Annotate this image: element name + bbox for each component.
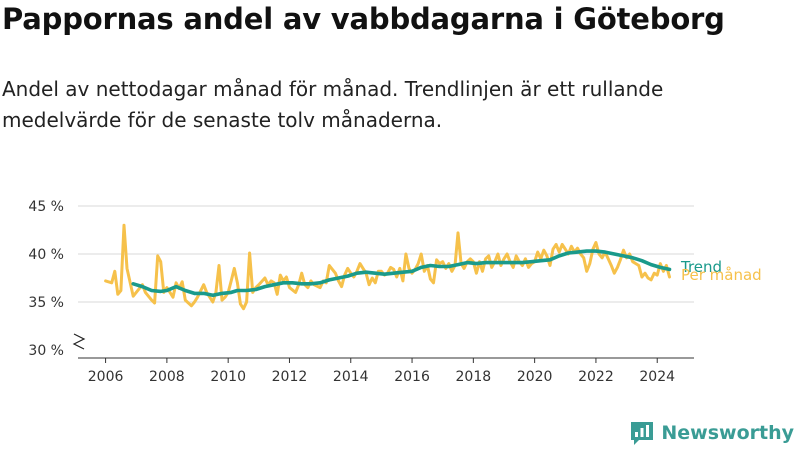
x-tick-label: 2006 — [88, 369, 124, 385]
y-tick-label: 40 % — [28, 247, 64, 263]
x-tick-label: 2020 — [517, 369, 553, 385]
y-tick-label: 45 % — [28, 199, 64, 215]
series-lines — [104, 223, 672, 311]
x-axis: 2006 2008 2010 2012 2014 2016 2018 2020 2022 2024 — [78, 357, 694, 385]
brand-name: Newsworthy — [661, 422, 794, 444]
x-tick-label: 2010 — [210, 369, 246, 385]
chart-subtitle: Andel av nettodagar månad för månad. Tre… — [2, 77, 664, 132]
bar-chart-logo-icon — [631, 422, 654, 445]
x-tick-label: 2024 — [639, 369, 675, 385]
x-tick-label: 2022 — [578, 369, 614, 385]
x-tick-label: 2008 — [149, 369, 185, 385]
x-tick-label: 2016 — [394, 369, 430, 385]
y-axis-ticks: 30 % 35 % 40 % 45 % — [28, 199, 86, 359]
x-tick-label: 2014 — [333, 369, 369, 385]
x-tick-label: 2012 — [272, 369, 308, 385]
newsworthy-brand: Newsworthy — [629, 420, 794, 446]
chart-title: Pappornas andel av vabbdagarna i Götebor… — [2, 2, 725, 36]
x-tick-label: 2018 — [456, 369, 492, 385]
series-line-trend — [131, 249, 672, 298]
series-label-per-manad: Per månad — [681, 266, 762, 284]
series-line-per-manad — [104, 223, 671, 311]
y-tick-label: 30 % — [28, 343, 64, 359]
y-tick-label: 35 % — [28, 295, 64, 311]
axis-break-icon — [72, 333, 86, 350]
series-label-trend: Trend — [680, 258, 722, 276]
